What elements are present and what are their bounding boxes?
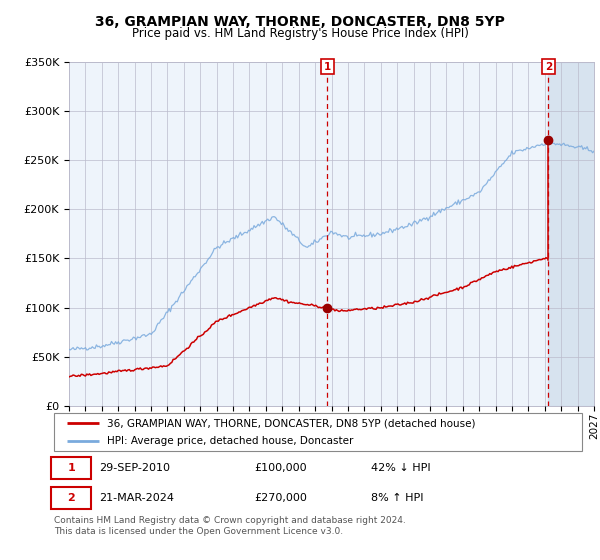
Text: 36, GRAMPIAN WAY, THORNE, DONCASTER, DN8 5YP: 36, GRAMPIAN WAY, THORNE, DONCASTER, DN8… — [95, 15, 505, 29]
Text: 21-MAR-2024: 21-MAR-2024 — [99, 493, 174, 503]
Text: 2: 2 — [545, 62, 552, 72]
Bar — [548, 62, 600, 406]
Text: £270,000: £270,000 — [254, 493, 308, 503]
Text: 2: 2 — [68, 493, 75, 503]
Text: 1: 1 — [68, 463, 75, 473]
FancyBboxPatch shape — [54, 413, 582, 451]
Text: Price paid vs. HM Land Registry's House Price Index (HPI): Price paid vs. HM Land Registry's House … — [131, 27, 469, 40]
Text: 1: 1 — [324, 62, 331, 72]
FancyBboxPatch shape — [52, 457, 91, 479]
Text: 42% ↓ HPI: 42% ↓ HPI — [371, 463, 430, 473]
Text: £100,000: £100,000 — [254, 463, 307, 473]
Text: Contains HM Land Registry data © Crown copyright and database right 2024.
This d: Contains HM Land Registry data © Crown c… — [54, 516, 406, 536]
Text: HPI: Average price, detached house, Doncaster: HPI: Average price, detached house, Donc… — [107, 436, 353, 446]
FancyBboxPatch shape — [52, 487, 91, 509]
Text: 29-SEP-2010: 29-SEP-2010 — [99, 463, 170, 473]
Text: 8% ↑ HPI: 8% ↑ HPI — [371, 493, 424, 503]
Text: 36, GRAMPIAN WAY, THORNE, DONCASTER, DN8 5YP (detached house): 36, GRAMPIAN WAY, THORNE, DONCASTER, DN8… — [107, 418, 475, 428]
Bar — [548, 62, 600, 406]
